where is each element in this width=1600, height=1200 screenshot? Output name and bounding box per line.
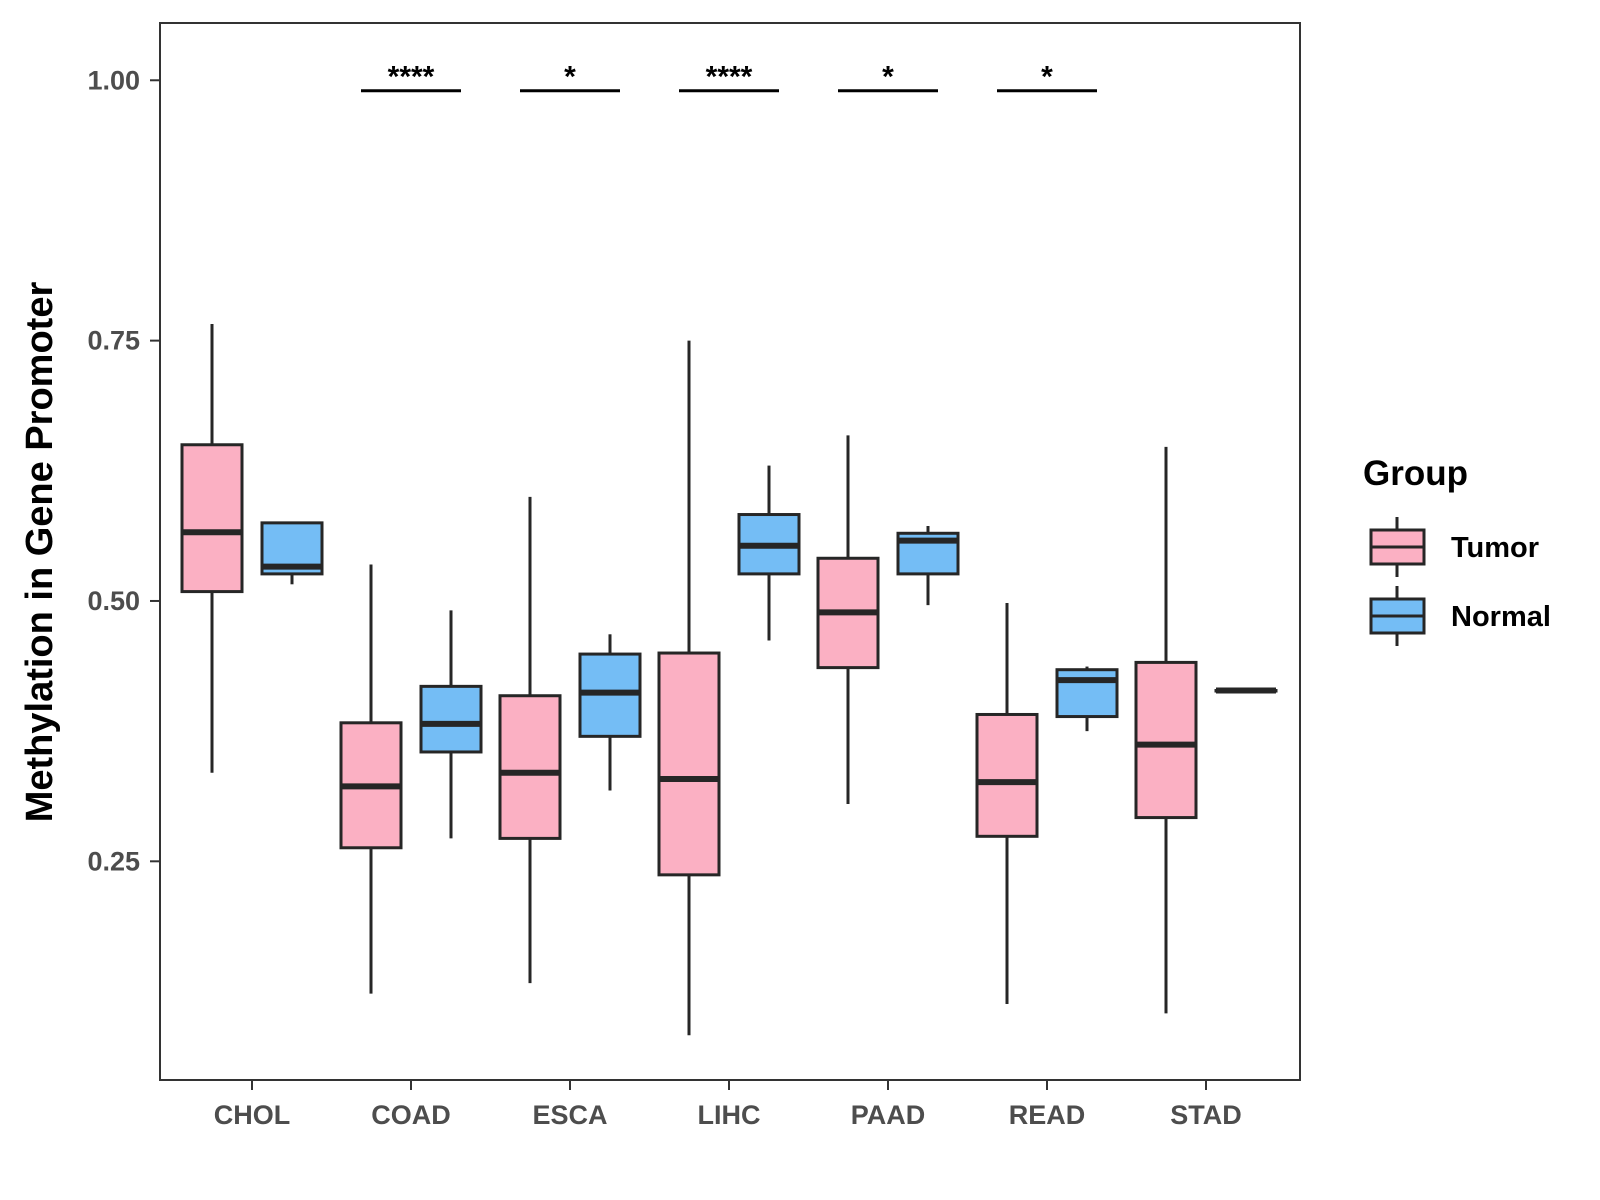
plot-area: **** * **** * * (180, 61, 1278, 1036)
legend-key-tumor (1369, 517, 1426, 577)
box-tumor-stad (1134, 446, 1198, 1014)
y-tick-label: 1.00 (87, 65, 140, 95)
box-tumor-esca (498, 496, 562, 984)
legend-title: Group (1363, 454, 1468, 493)
x-tick-label: CHOL (214, 1100, 291, 1130)
box-normal-lihc (737, 465, 801, 641)
significance-label: * (882, 61, 894, 94)
box-body (975, 712, 1039, 838)
box-body (1134, 660, 1198, 820)
box-body (180, 443, 244, 594)
box-tumor-chol (180, 323, 244, 773)
x-tick-label: PAAD (851, 1100, 926, 1130)
box-tumor-coad (339, 564, 403, 994)
box-body (1055, 668, 1119, 719)
legend-key-normal (1369, 586, 1426, 646)
box-normal-coad (419, 610, 483, 839)
significance-read: * (997, 61, 1097, 94)
box-normal-stad (1214, 687, 1278, 694)
significance-lihc: **** (679, 61, 779, 94)
box-normal-esca (578, 634, 642, 791)
significance-label: **** (706, 61, 753, 94)
box-normal-paad (896, 525, 960, 606)
box-normal-read (1055, 666, 1119, 732)
legend-label-tumor: Tumor (1451, 532, 1539, 564)
x-tick-label: READ (1009, 1100, 1086, 1130)
box-body (498, 694, 562, 840)
box-body (657, 651, 721, 877)
x-tick-label: LIHC (698, 1100, 761, 1130)
significance-coad: **** (361, 61, 461, 94)
box-normal-chol (260, 521, 324, 585)
x-tick-label: COAD (371, 1100, 451, 1130)
box-tumor-lihc (657, 340, 721, 1036)
y-tick-label: 0.50 (87, 586, 140, 616)
box-body (419, 684, 483, 754)
box-tumor-paad (816, 435, 880, 805)
significance-label: **** (388, 61, 435, 94)
y-tick-label: 0.75 (87, 326, 140, 356)
significance-esca: * (520, 61, 620, 94)
x-tick-label: ESCA (532, 1100, 607, 1130)
significance-paad: * (838, 61, 938, 94)
legend-label-normal: Normal (1451, 601, 1551, 633)
significance-label: * (1041, 61, 1053, 94)
y-axis-title: Methylation in Gene Promoter (19, 282, 61, 823)
significance-label: * (564, 61, 576, 94)
y-tick-label: 0.25 (87, 846, 140, 876)
box-tumor-read (975, 603, 1039, 1004)
x-tick-label: STAD (1170, 1100, 1242, 1130)
legend: Group Tumor Normal (1363, 454, 1551, 646)
axes: 0.25 0.50 0.75 1.00 CHOL COAD ESCA LIHC PAAD READ… (87, 65, 1241, 1130)
